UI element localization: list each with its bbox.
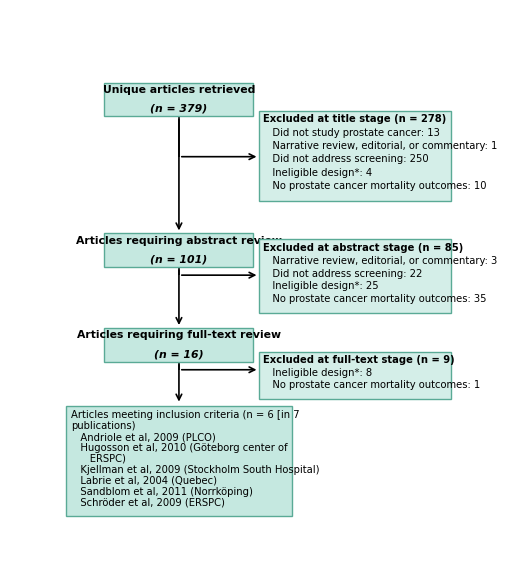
- Text: Narrative review, editorial, or commentary: 1: Narrative review, editorial, or commenta…: [263, 141, 496, 151]
- FancyBboxPatch shape: [259, 352, 450, 399]
- Text: No prostate cancer mortality outcomes: 10: No prostate cancer mortality outcomes: 1…: [263, 181, 486, 191]
- Text: publications): publications): [71, 421, 135, 431]
- Text: (n = 379): (n = 379): [150, 104, 207, 114]
- Text: Ineligible design*: 8: Ineligible design*: 8: [263, 368, 372, 378]
- Text: (n = 101): (n = 101): [150, 255, 207, 265]
- Text: Excluded at full-text stage (n = 9): Excluded at full-text stage (n = 9): [263, 355, 454, 366]
- Text: ERSPC): ERSPC): [71, 454, 126, 464]
- Text: Excluded at abstract stage (n = 85): Excluded at abstract stage (n = 85): [263, 243, 463, 253]
- Text: Did not study prostate cancer: 13: Did not study prostate cancer: 13: [263, 128, 439, 137]
- Text: Kjellman et al, 2009 (Stockholm South Hospital): Kjellman et al, 2009 (Stockholm South Ho…: [71, 464, 319, 475]
- Text: (n = 16): (n = 16): [154, 349, 204, 359]
- Text: Ineligible design*: 25: Ineligible design*: 25: [263, 281, 378, 291]
- FancyBboxPatch shape: [104, 233, 253, 267]
- Text: Did not address screening: 250: Did not address screening: 250: [263, 154, 428, 164]
- Text: No prostate cancer mortality outcomes: 35: No prostate cancer mortality outcomes: 3…: [263, 294, 486, 304]
- Text: Narrative review, editorial, or commentary: 3: Narrative review, editorial, or commenta…: [263, 256, 496, 266]
- FancyBboxPatch shape: [259, 239, 450, 314]
- Text: Articles meeting inclusion criteria (n = 6 [in 7: Articles meeting inclusion criteria (n =…: [71, 410, 299, 420]
- Text: Ineligible design*: 4: Ineligible design*: 4: [263, 168, 372, 178]
- FancyBboxPatch shape: [259, 111, 450, 201]
- FancyBboxPatch shape: [104, 82, 253, 116]
- Text: No prostate cancer mortality outcomes: 1: No prostate cancer mortality outcomes: 1: [263, 380, 480, 390]
- Text: Labrie et al, 2004 (Quebec): Labrie et al, 2004 (Quebec): [71, 476, 217, 486]
- Text: Unique articles retrieved: Unique articles retrieved: [103, 85, 255, 95]
- Text: Excluded at title stage (n = 278): Excluded at title stage (n = 278): [263, 114, 445, 125]
- Text: Articles requiring full-text review: Articles requiring full-text review: [77, 331, 280, 340]
- Text: Hugosson et al, 2010 (Göteborg center of: Hugosson et al, 2010 (Göteborg center of: [71, 443, 287, 453]
- Text: Schröder et al, 2009 (ERSPC): Schröder et al, 2009 (ERSPC): [71, 497, 225, 507]
- FancyBboxPatch shape: [66, 406, 291, 516]
- Text: Andriole et al, 2009 (PLCO): Andriole et al, 2009 (PLCO): [71, 432, 216, 442]
- FancyBboxPatch shape: [104, 328, 253, 362]
- Text: Articles requiring abstract review: Articles requiring abstract review: [76, 236, 281, 246]
- Text: Sandblom et al, 2011 (Norrköping): Sandblom et al, 2011 (Norrköping): [71, 487, 252, 497]
- Text: Did not address screening: 22: Did not address screening: 22: [263, 269, 422, 278]
